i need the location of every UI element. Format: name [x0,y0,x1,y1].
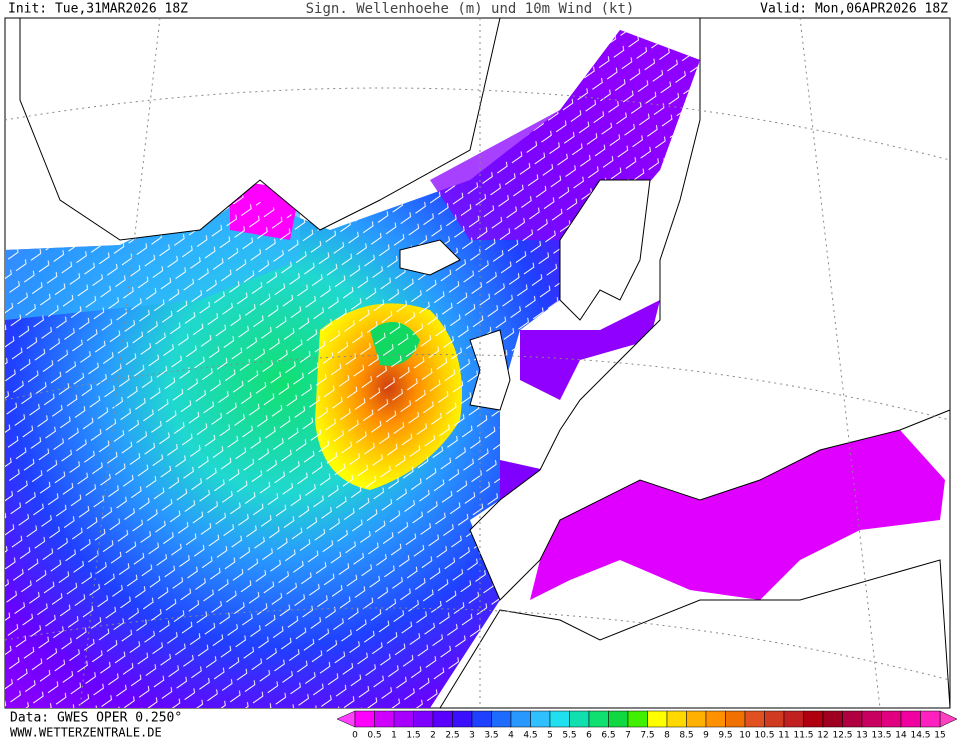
colorbar-tick-label: 15 [934,731,945,741]
colorbar-tick-label: 12.5 [832,731,852,741]
colorbar-tick-label: 13.5 [871,731,891,741]
colorbar-segment [569,710,590,728]
colorbar-tick-label: 6 [586,731,592,741]
colorbar-tick-label: 3 [469,731,475,741]
colorbar-segment [471,710,492,728]
colorbar-segment [647,710,668,728]
colorbar-segment [725,710,746,728]
init-label: Init: Tue,31MAR2026 18Z [8,2,188,17]
colorbar-tick-label: 8 [664,731,670,741]
colorbar-segment [783,710,804,728]
colorbar-segment [588,710,609,728]
colorbar-segment [881,710,902,728]
colorbar-segment [842,710,863,728]
colorbar-tick-label: 4 [508,731,514,741]
colorbar-segment [530,710,551,728]
colorbar-segment [744,710,765,728]
lat-lon-grid [4,17,951,709]
colorbar-tick-label: 14 [895,731,907,741]
colorbar-tick-label: 7 [625,731,631,741]
colorbar-tick-label: 8.5 [679,731,693,741]
data-source: Data: GWES OPER 0.250° [10,711,182,726]
colorbar-tick-label: 1 [391,731,397,741]
colorbar-tick-label: 14.5 [910,731,930,741]
colorbar-segment [920,710,941,728]
colorbar-tick-label: 2 [430,731,436,741]
colorbar-segment [432,710,453,728]
colorbar-segment [452,710,473,728]
colorbar-tick-label: 13 [856,731,867,741]
ocean [5,30,945,708]
colorbar-segment [491,710,512,728]
colorbar-segment [354,710,375,728]
colorbar-segment [374,710,395,728]
colorbar-tick-label: 4.5 [523,731,537,741]
land [19,17,951,709]
colorbar-tick-label: 10.5 [754,731,774,741]
colorbar-tick-label: 6.5 [601,731,615,741]
colorbar-segment [608,710,629,728]
colorbar-tick-label: 2.5 [445,731,459,741]
colorbar-tick-label: 5 [547,731,553,741]
colorbar-tick-label: 11 [778,731,789,741]
colorbar-tick-label: 9 [703,731,709,741]
colorbar-tick-label: 1.5 [406,731,420,741]
valid-label: Valid: Mon,06APR2026 18Z [760,2,948,17]
colorbar-segment [764,710,785,728]
colorbar-segment [393,710,414,728]
colorbar-tick-label: 0 [352,731,358,741]
colorbar-tick-label: 0.5 [367,731,381,741]
colorbar-tick-label: 10 [739,731,751,741]
colorbar-tick-label: 5.5 [562,731,576,741]
colorbar-segment [803,710,824,728]
colorbar-tick-label: 12 [817,731,828,741]
colorbar-segment [510,710,531,728]
colorbar-over-arrow [939,710,958,728]
colorbar-segment [627,710,648,728]
colorbar-segment [686,710,707,728]
colorbar-tick-label: 11.5 [793,731,813,741]
colorbar-tick-label: 9.5 [718,731,732,741]
colorbar: 0 0.5 1 1.5 2 2.5 3 3.5 4 4.5 5 5.5 6 6.5 7 7.5 8 8.5 9 9.5… [336,710,958,741]
colorbar-segment [666,710,687,728]
colorbar-under-arrow [336,710,356,728]
colorbar-segment [822,710,843,728]
website: WWW.WETTERZENTRALE.DE [10,726,162,740]
colorbar-segment [413,710,434,728]
map-title: Sign. Wellenhoehe (m) und 10m Wind (kt) [306,1,635,17]
colorbar-segment [861,710,882,728]
colorbar-tick-label: 3.5 [484,731,498,741]
colorbar-tick-label: 7.5 [640,731,654,741]
colorbar-segment [549,710,570,728]
colorbar-segment [900,710,921,728]
colorbar-segment [705,710,726,728]
